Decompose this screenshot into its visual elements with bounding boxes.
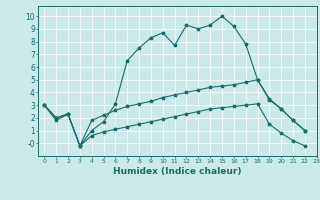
- X-axis label: Humidex (Indice chaleur): Humidex (Indice chaleur): [113, 167, 242, 176]
